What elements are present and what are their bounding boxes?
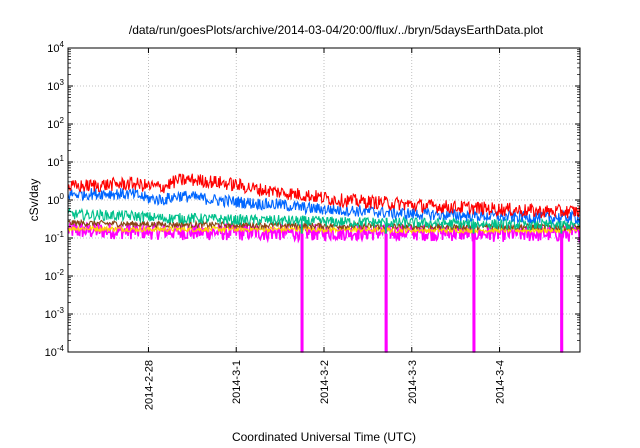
x-tick-label: 2014-3-1 — [231, 360, 243, 404]
y-tick-label: 10-1 — [45, 230, 65, 245]
chart-title: /data/run/goesPlots/archive/2014-03-04/2… — [129, 23, 544, 37]
y-tick-label: 10-2 — [45, 268, 65, 283]
series-line-3 — [67, 207, 581, 353]
y-tick-label: 101 — [47, 154, 64, 169]
series-lines — [67, 173, 581, 353]
series-line-6 — [67, 221, 581, 353]
series-line-1 — [67, 173, 581, 219]
y-axis-label: cSv/day — [27, 179, 41, 222]
y-tick-label: 10-4 — [45, 344, 65, 359]
y-tick-label: 102 — [47, 116, 64, 131]
axes: 10-4 10-3 10-2 10-1 100 101 102 103 104 2014-2-28… — [45, 40, 581, 410]
y-tick-label: 10-3 — [45, 306, 65, 321]
x-axis-label: Coordinated Universal Time (UTC) — [232, 430, 416, 444]
x-tick-label: 2014-3-3 — [407, 360, 419, 404]
y-tick-label: 103 — [47, 78, 64, 93]
y-tick-label: 100 — [47, 192, 64, 207]
x-tick-label: 2014-3-2 — [319, 360, 331, 404]
plot-frame — [67, 47, 581, 353]
y-tick-label: 104 — [47, 40, 64, 55]
series-line-2 — [67, 188, 581, 225]
x-tick-label: 2014-2-28 — [143, 360, 155, 410]
x-tick-label: 2014-3-4 — [495, 360, 507, 404]
